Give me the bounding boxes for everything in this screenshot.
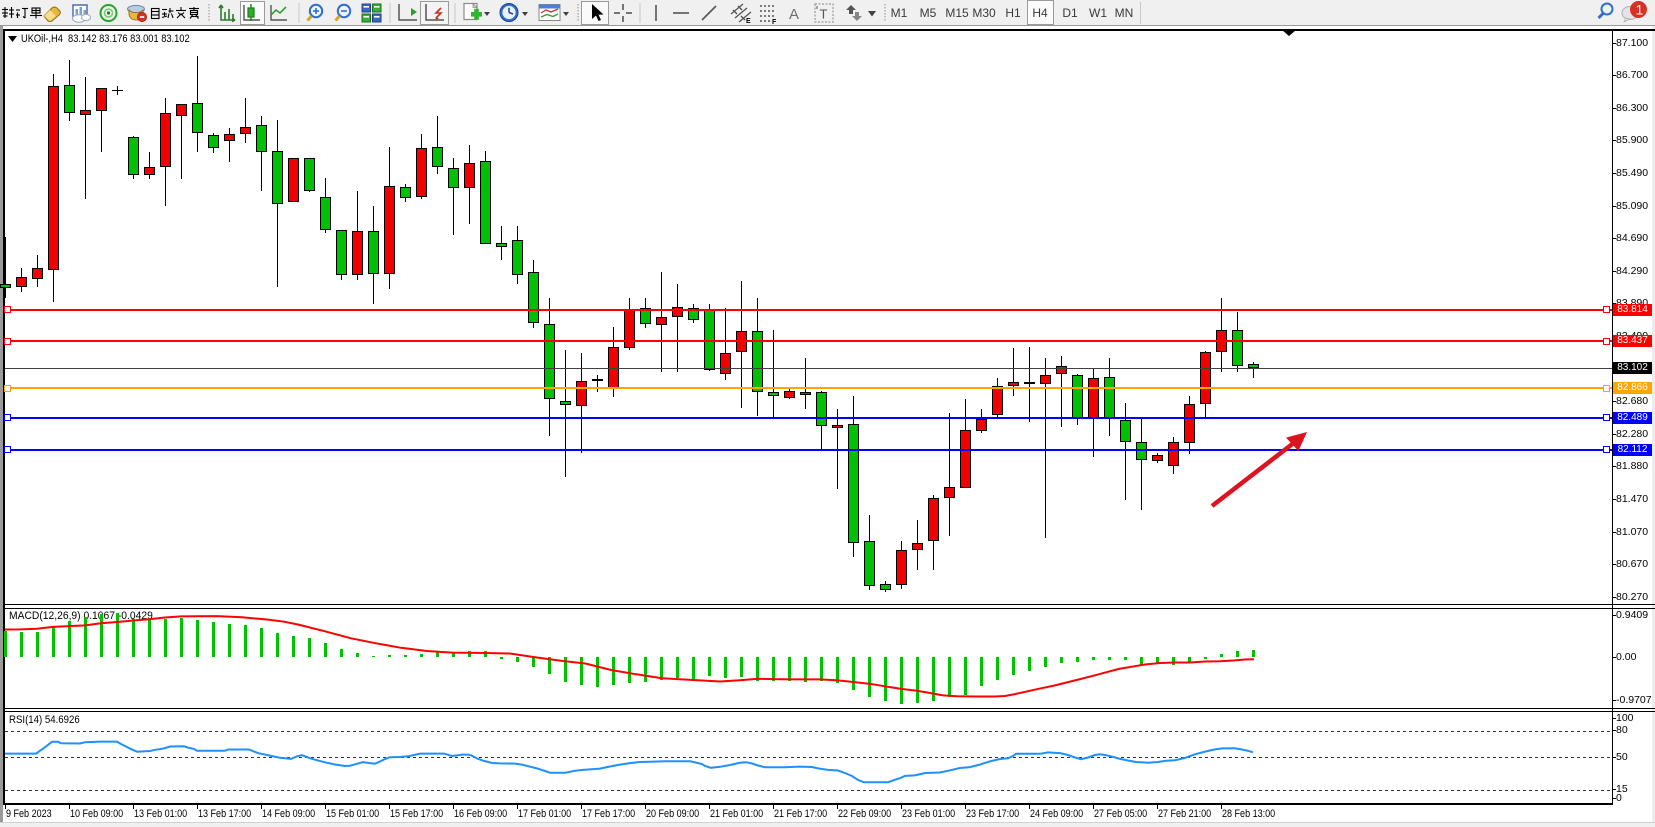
svg-text:E: E [746, 18, 751, 25]
svg-text:1: 1 [1636, 2, 1644, 18]
svg-text:T: T [820, 7, 828, 22]
svg-text:A: A [789, 6, 799, 23]
svg-text:F: F [772, 19, 777, 26]
